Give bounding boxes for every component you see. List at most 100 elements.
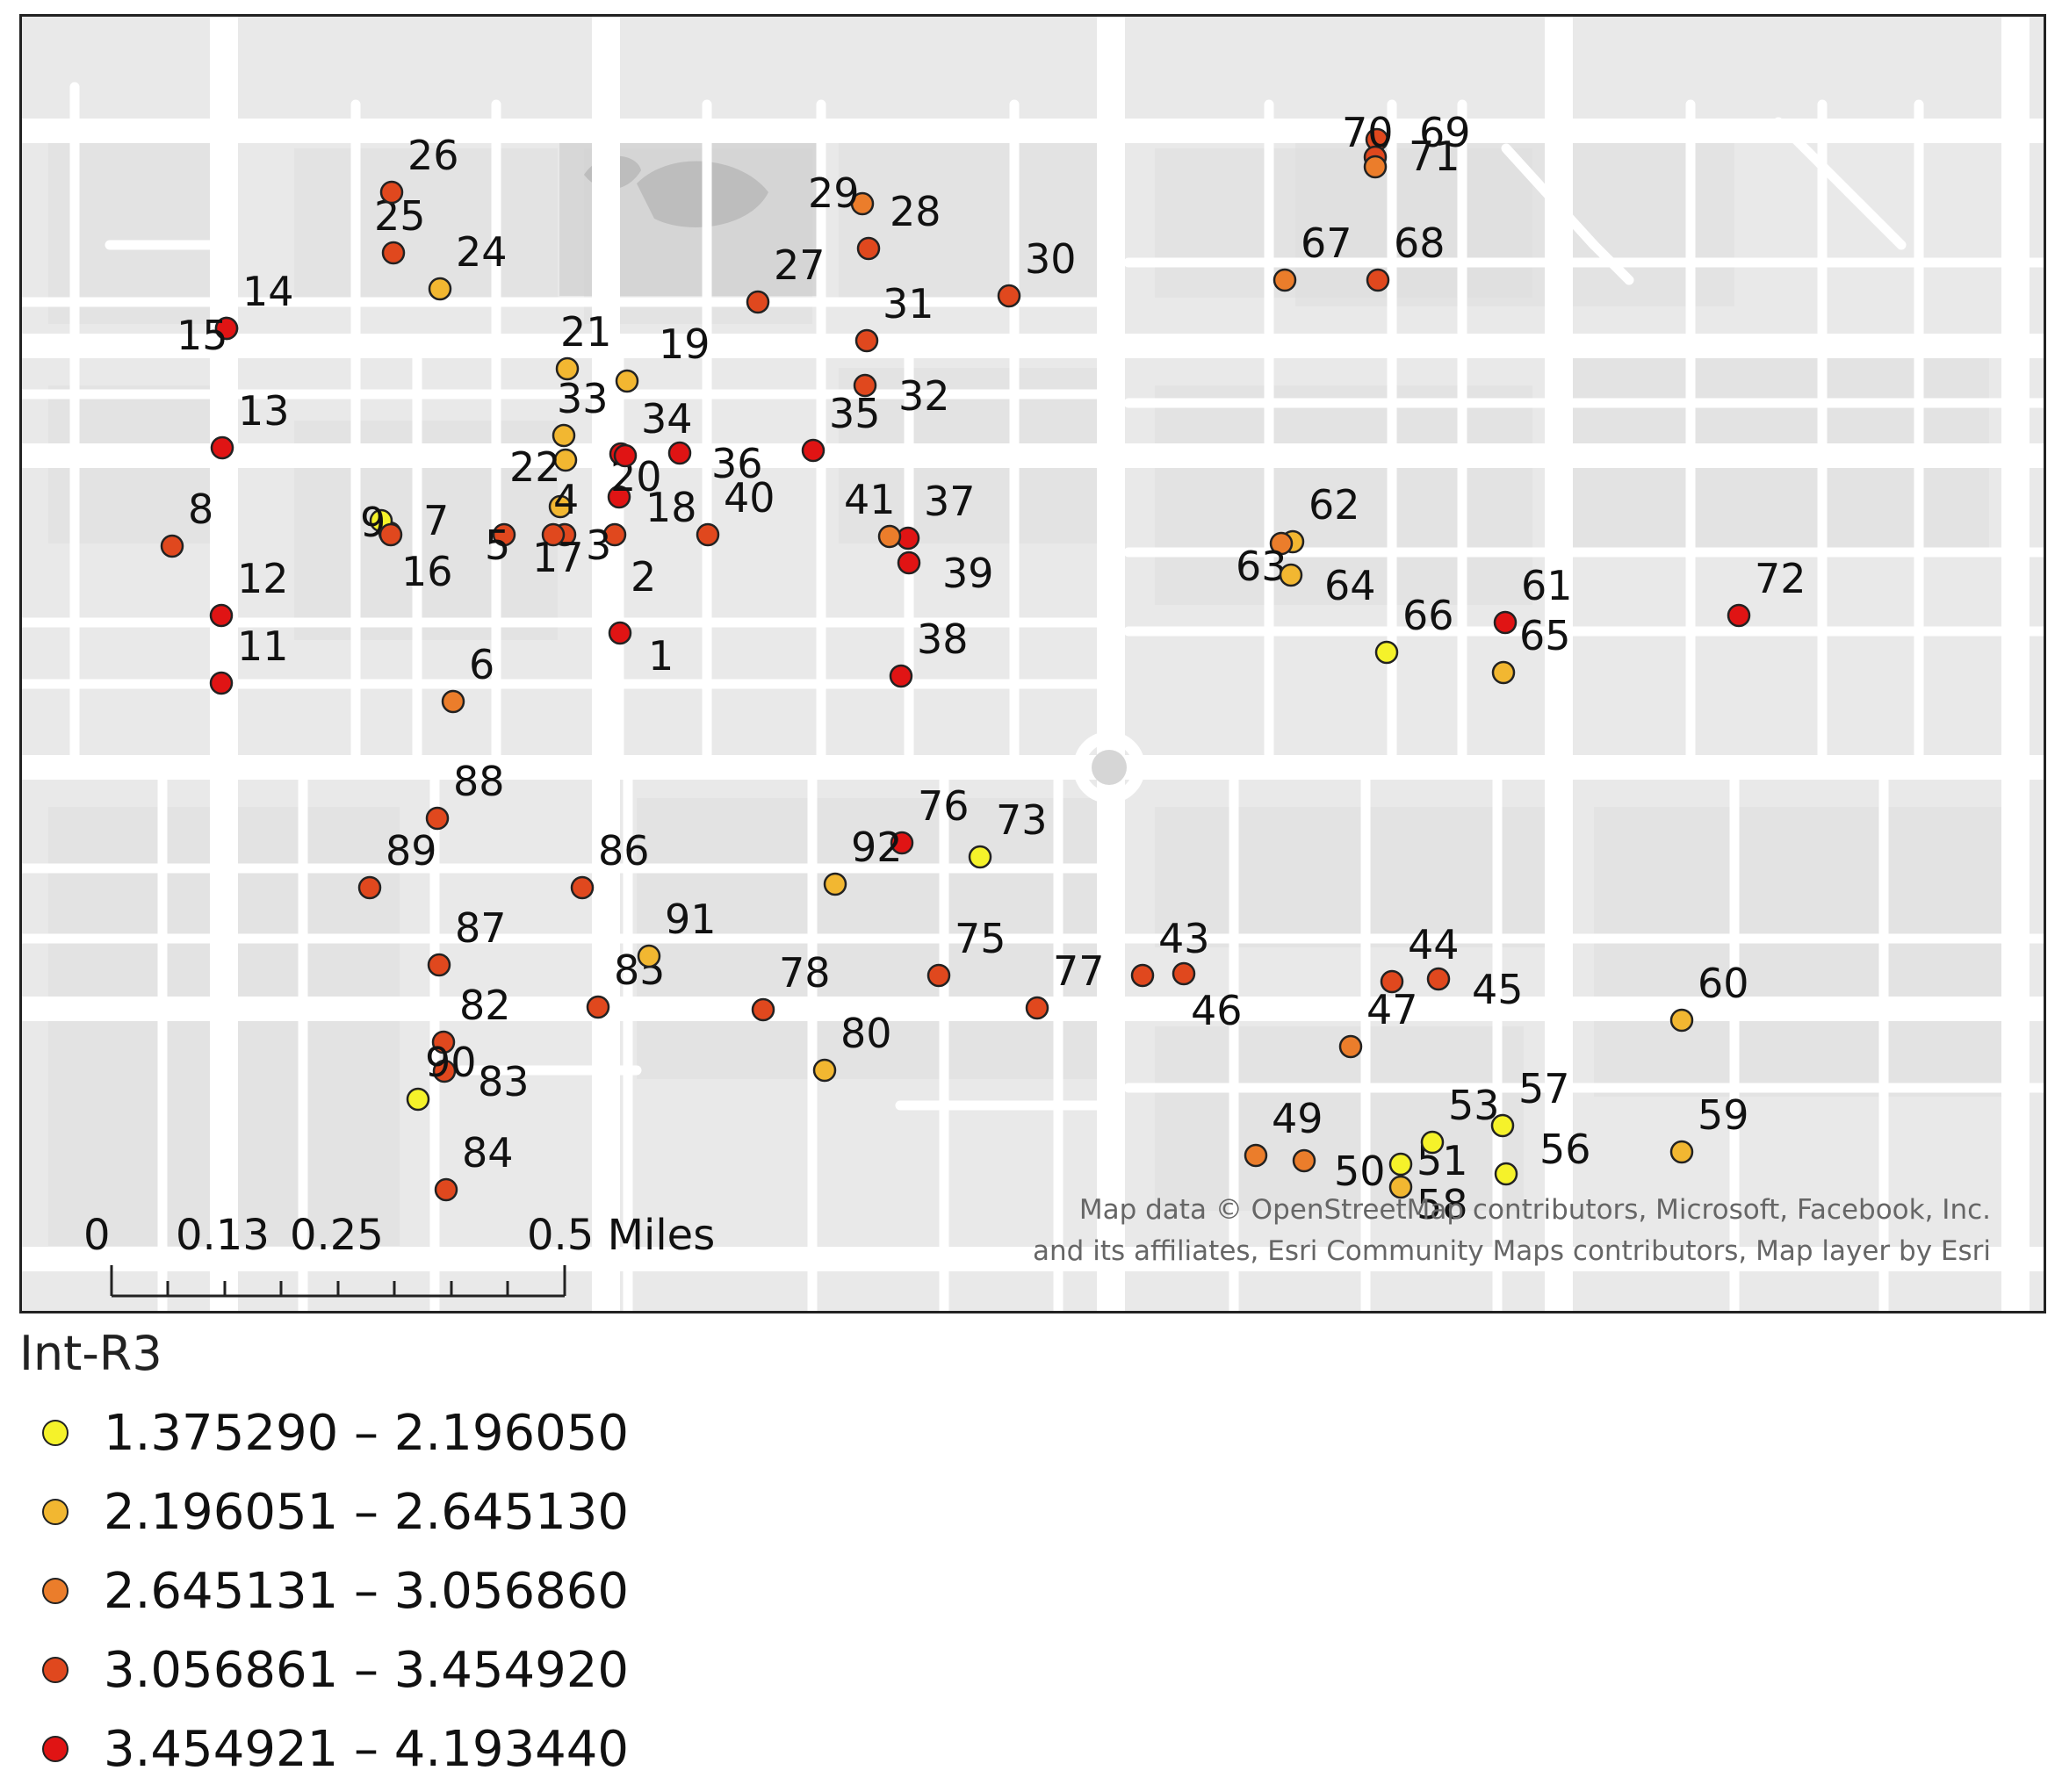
point-label: 27: [774, 241, 826, 289]
point-marker[interactable]: [607, 485, 631, 509]
point-marker[interactable]: [406, 1087, 430, 1112]
point-marker[interactable]: [555, 356, 580, 381]
point-marker[interactable]: [570, 875, 595, 900]
point-marker[interactable]: [1669, 1008, 1694, 1033]
point-marker[interactable]: [160, 534, 184, 558]
point-marker[interactable]: [746, 290, 770, 314]
point-marker[interactable]: [548, 494, 573, 519]
legend-swatch: [42, 1657, 68, 1683]
point-marker[interactable]: [586, 995, 610, 1019]
point-marker[interactable]: [1244, 1143, 1268, 1168]
legend-swatch: [42, 1578, 68, 1604]
map-attribution: Map data © OpenStreetMap contributors, M…: [1033, 1190, 1991, 1272]
point-marker[interactable]: [1490, 1113, 1515, 1138]
map-frame[interactable]: 1 2 3 4 5 6 7 8 9 11 12 13 14 15 16 17 18 19 20 21 22 24 25 26 2…: [19, 14, 2046, 1313]
point-marker[interactable]: [997, 284, 1021, 308]
point-label: 30: [1025, 235, 1077, 283]
point-marker[interactable]: [209, 603, 234, 628]
scale-tick-label: 0.13: [176, 1211, 270, 1260]
point-label: 39: [942, 550, 994, 597]
legend-label: 3.056861 – 3.454920: [104, 1641, 630, 1699]
point-marker[interactable]: [1374, 640, 1399, 665]
point-marker[interactable]: [608, 621, 632, 645]
point-marker[interactable]: [1494, 1162, 1518, 1186]
point-marker[interactable]: [1366, 268, 1390, 292]
point-marker[interactable]: [1292, 1148, 1316, 1173]
point-marker[interactable]: [209, 671, 234, 695]
point-label: 38: [917, 615, 969, 663]
point-marker[interactable]: [427, 953, 451, 977]
point-marker[interactable]: [432, 1059, 457, 1083]
point-marker[interactable]: [552, 423, 576, 448]
legend-label: 3.454921 – 4.193440: [104, 1720, 630, 1778]
point-marker[interactable]: [431, 1030, 456, 1054]
point-marker[interactable]: [897, 551, 921, 575]
point-marker[interactable]: [428, 277, 452, 301]
point-marker[interactable]: [1727, 603, 1751, 628]
point-marker[interactable]: [854, 328, 879, 353]
point-label: 33: [557, 375, 609, 422]
point-marker[interactable]: [850, 191, 875, 216]
point-marker[interactable]: [1172, 961, 1196, 986]
point-label: 76: [918, 782, 970, 830]
point-marker[interactable]: [1388, 1175, 1413, 1199]
point-label: 3: [586, 522, 611, 569]
point-marker[interactable]: [1338, 1034, 1363, 1059]
point-marker[interactable]: [801, 438, 826, 463]
point-marker[interactable]: [379, 180, 404, 205]
point-marker[interactable]: [1491, 660, 1516, 685]
point-marker[interactable]: [968, 845, 992, 869]
point-marker[interactable]: [214, 316, 239, 341]
point-marker[interactable]: [553, 448, 578, 472]
point-marker[interactable]: [1420, 1130, 1445, 1155]
point-marker[interactable]: [856, 236, 881, 261]
point-marker[interactable]: [434, 1177, 458, 1202]
point-marker[interactable]: [1130, 963, 1155, 988]
point-label: 82: [459, 982, 511, 1029]
point-marker[interactable]: [1426, 967, 1451, 991]
point-marker[interactable]: [1279, 563, 1303, 587]
point-label: 8: [188, 486, 213, 533]
point-marker[interactable]: [1363, 155, 1388, 179]
point-marker[interactable]: [381, 241, 406, 265]
point-label: 41: [844, 476, 896, 523]
point-label: 44: [1408, 921, 1460, 968]
point-label: 65: [1519, 612, 1571, 659]
point-marker[interactable]: [667, 441, 692, 465]
point-marker[interactable]: [823, 872, 847, 896]
point-marker[interactable]: [1388, 1152, 1413, 1177]
point-marker[interactable]: [1273, 268, 1297, 292]
point-marker[interactable]: [890, 831, 914, 855]
point-label: 92: [851, 824, 903, 871]
point-label: 37: [924, 478, 976, 525]
point-marker[interactable]: [613, 443, 638, 468]
point-marker[interactable]: [926, 963, 951, 988]
point-label: 18: [645, 484, 697, 531]
point-marker[interactable]: [615, 369, 639, 393]
point-marker[interactable]: [751, 997, 775, 1022]
point-marker[interactable]: [637, 944, 661, 968]
point-marker[interactable]: [425, 806, 450, 831]
point-marker[interactable]: [602, 522, 627, 547]
point-marker[interactable]: [696, 522, 720, 547]
point-marker[interactable]: [812, 1058, 837, 1083]
legend-label: 2.645131 – 3.056860: [104, 1562, 630, 1620]
point-marker[interactable]: [889, 664, 913, 688]
point-marker[interactable]: [210, 435, 234, 460]
point-marker[interactable]: [379, 522, 403, 547]
point-label: 46: [1191, 987, 1243, 1034]
point-marker[interactable]: [492, 522, 516, 547]
point-marker[interactable]: [1493, 610, 1518, 635]
point-marker[interactable]: [357, 875, 382, 900]
point-marker[interactable]: [1380, 969, 1404, 994]
point-marker[interactable]: [1269, 531, 1294, 556]
point-marker[interactable]: [877, 524, 902, 549]
point-label: 62: [1309, 481, 1360, 529]
point-marker[interactable]: [441, 689, 465, 714]
point-label: 14: [242, 268, 294, 315]
point-marker[interactable]: [541, 522, 566, 547]
point-marker[interactable]: [853, 373, 877, 398]
point-marker[interactable]: [1025, 996, 1049, 1020]
point-marker[interactable]: [1669, 1140, 1694, 1164]
